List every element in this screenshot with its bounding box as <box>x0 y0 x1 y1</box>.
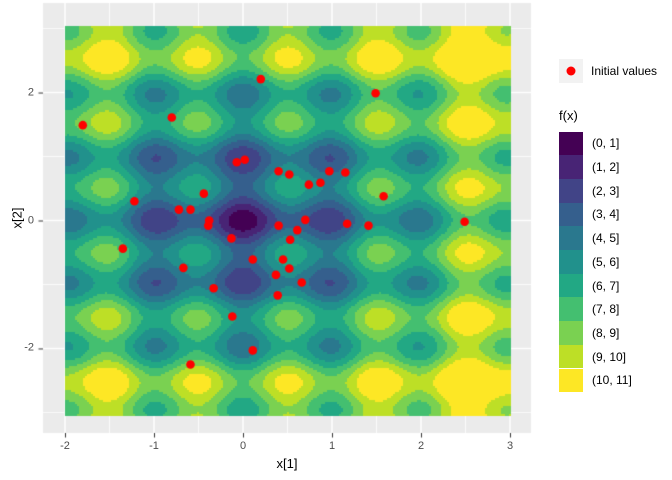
legend-swatch <box>559 321 583 345</box>
legend-swatch <box>559 344 583 369</box>
x-axis-tick-label: -1 <box>149 440 159 452</box>
fill-legend-title: f(x) <box>559 108 578 123</box>
legend-swatch <box>559 368 583 393</box>
legend-swatch-label: (4, 5] <box>592 231 620 246</box>
x-axis-title: x[1] <box>276 456 298 471</box>
legend-label-initial-values: Initial values <box>591 64 658 78</box>
x-axis-tick-label: 3 <box>506 440 514 452</box>
legend-swatch <box>559 178 583 203</box>
legend-swatch-label: (1, 2] <box>592 160 620 175</box>
legend-swatch-label: (3, 4] <box>592 207 620 222</box>
legend-swatch-label: (5, 6] <box>592 254 620 269</box>
legend-swatch <box>559 273 583 298</box>
legend-swatch-label: (8, 9] <box>592 325 620 340</box>
red-point-icon <box>566 66 576 76</box>
legend-swatch-label: (9, 10] <box>592 349 627 364</box>
legend-swatch-label: (6, 7] <box>592 278 620 293</box>
legend-swatch-label: (10, 11] <box>592 373 632 388</box>
y-axis-tick-label: -2 <box>24 341 34 354</box>
x-axis-tick-label: -2 <box>60 440 70 452</box>
legend-swatch <box>559 297 583 322</box>
x-axis-tick-label: 0 <box>239 440 247 452</box>
legend-swatch-label: (2, 3] <box>592 183 620 198</box>
legend-key-initial-values <box>559 59 583 83</box>
x-axis-tick-label: 2 <box>417 440 425 452</box>
legend-swatch <box>559 155 583 179</box>
x-axis-tick-label: 1 <box>328 440 336 452</box>
y-axis-tick-label: 2 <box>27 86 34 99</box>
legend-swatch <box>559 226 583 250</box>
legend-swatch-label: (7, 8] <box>592 302 620 317</box>
y-axis-tick-label: 0 <box>27 214 34 226</box>
legend-swatch <box>559 131 583 156</box>
legend-swatch <box>559 250 583 274</box>
legend-swatch <box>559 202 583 227</box>
legend-swatch-label: (0, 1] <box>592 136 620 151</box>
